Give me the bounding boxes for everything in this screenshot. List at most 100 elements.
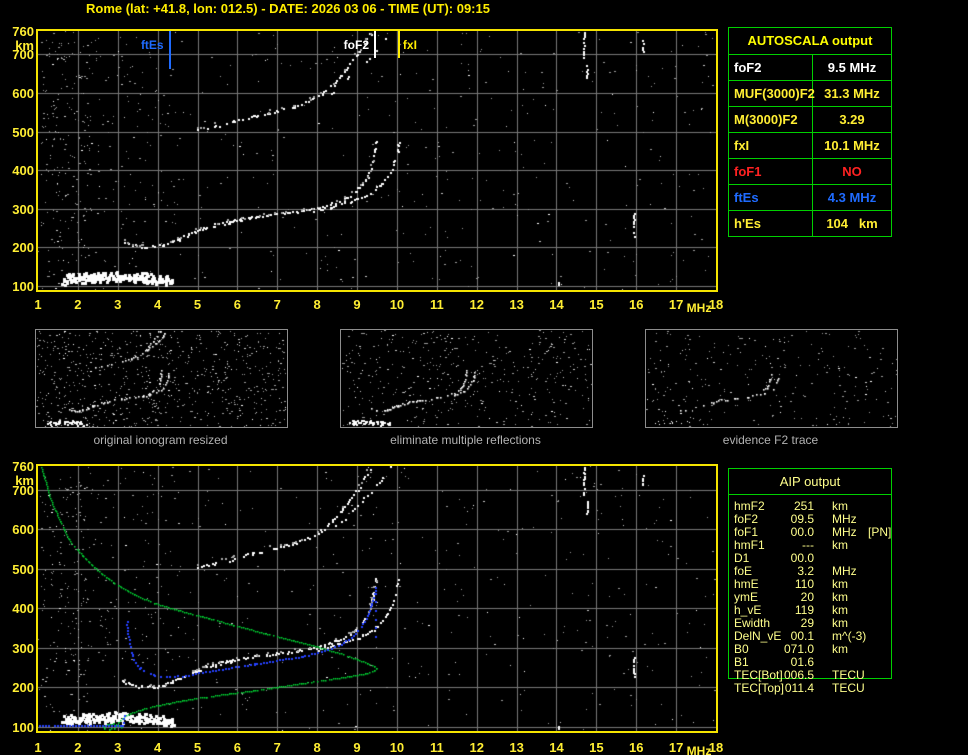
autoscala-param: foF1 [729,159,813,184]
aip-unit: km [832,642,848,656]
x-tick-label: 18 [708,297,724,312]
marker-label-ftEs: ftEs [140,38,164,52]
aip-name: foE [734,564,753,578]
x-tick-label: 8 [313,740,321,755]
aip-unit: km [832,577,848,591]
y-tick-label: 700 [12,482,34,498]
x-tick-label: 15 [589,740,604,755]
autoscala-param: foF2 [729,55,813,80]
aip-value: 006.5 [783,668,814,682]
x-tick-label: 17 [668,740,684,755]
y-tick-label: 100 [12,720,34,736]
x-tick-label: 8 [313,297,321,312]
aip-value: 011.4 [784,681,814,695]
thumbnail-original-frame [35,329,288,428]
y-tick-label: 700 [12,47,34,63]
y-tick-label: 200 [12,680,34,696]
aip-value: --- [802,538,814,552]
autoscala-param: M(3000)F2 [729,107,813,132]
y-axis-unit-label: km [15,473,34,488]
y-tick-label: 400 [12,163,34,179]
aip-unit: km [832,499,848,513]
aip-extra: [PN] [868,525,892,539]
aip-row: 3.2 foE MHz [734,565,914,578]
aip-name: hmE [734,577,759,591]
aip-value: 251 [793,499,814,513]
x-tick-label: 14 [549,297,564,312]
aip-row: 00.0 D1 [734,552,914,565]
aip-value: 00.0 [790,525,814,539]
x-tick-label: 6 [233,297,242,312]
x-tick-label: 16 [629,740,644,755]
ionogram-bottom-frame [36,464,718,733]
y-tick-label: 600 [12,522,34,538]
aip-unit: km [832,616,848,630]
x-tick-label: 9 [353,740,361,755]
aip-value: 29 [800,616,814,630]
aip-output-box: AIP output [728,468,892,679]
y-tick-label: 600 [12,85,34,101]
aip-row: 011.4 TEC[Top] TECU [734,682,914,695]
autoscala-value: 10.1 MHz [824,138,880,153]
x-tick-label: 11 [429,297,444,312]
x-tick-label: 2 [74,297,82,312]
y-tick-label: 300 [12,640,34,656]
y-tick-label: 760 [12,24,34,39]
autoscala-row: ftEs 4.3 MHz [729,184,891,210]
y-tick-label: 500 [12,561,34,577]
aip-row: --- hmF1 km [734,539,914,552]
ionogram-top-frame [36,29,718,292]
aip-row: 00.0 foF1 MHz [PN] [734,526,914,539]
aip-unit: TECU [832,681,865,695]
x-tick-label: 10 [389,297,405,312]
thumbnail-noreflections-canvas [341,330,592,427]
thumbnail-f2trace-frame [645,329,898,428]
aip-row: 251 hmF2 km [734,500,914,513]
x-tick-label: 18 [708,740,724,755]
y-tick-label: 760 [12,459,34,474]
aip-value: 00.0 [790,551,814,565]
autoscala-param: MUF(3000)F2 [729,81,815,106]
aip-name: DelN_vE [734,629,782,643]
y-tick-label: 200 [12,240,34,256]
autoscala-param: ftEs [729,185,813,210]
x-tick-label: 13 [509,297,524,312]
aip-value: 09.5 [790,512,814,526]
marker-line-fxI [398,31,400,58]
aip-unit: km [832,538,848,552]
x-tick-label: 15 [589,297,604,312]
aip-name: B1 [734,655,749,669]
aip-row: 09.5 foF2 MHz [734,513,914,526]
autoscala-value: 31.3 MHz [824,86,880,101]
autoscala-value: 4.3 MHz [827,190,877,205]
marker-line-ftEs [169,31,171,69]
thumbnail-f2trace-canvas [646,330,897,427]
aip-value: 119 [794,603,814,617]
aip-row: 071.0 B0 km [734,643,914,656]
aip-name: ymE [734,590,758,604]
aip-row: 20 ymE km [734,591,914,604]
x-tick-label: 3 [114,297,122,312]
y-tick-label: 400 [12,601,34,617]
x-tick-label: 1 [34,740,42,755]
autoscala-row: h'Es 104 km [729,210,891,236]
aip-name: TEC[Top] [734,681,785,695]
aip-row: 119 h_vE km [734,604,914,617]
aip-row: 01.6 B1 [734,656,914,669]
y-tick-label: 500 [12,124,34,140]
y-axis-unit-label: km [15,38,34,53]
aip-name: B0 [734,642,749,656]
autoscala-param: fxI [729,133,813,158]
thumbnail-original-canvas [36,330,287,427]
autoscala-row: foF2 9.5 MHz [729,55,891,80]
thumbnail-noreflections-frame [340,329,593,428]
autoscala-table-title: AUTOSCALA output [729,28,891,55]
x-tick-label: 2 [74,740,82,755]
ionogram-bottom-canvas [38,466,716,731]
aip-value: 071.0 [783,642,814,656]
x-tick-label: 16 [629,297,644,312]
aip-row: 110 hmE km [734,578,914,591]
aip-table-title: AIP output [729,469,891,495]
thumbnail-original-caption: original ionogram resized [93,433,228,447]
x-tick-label: 3 [114,740,122,755]
